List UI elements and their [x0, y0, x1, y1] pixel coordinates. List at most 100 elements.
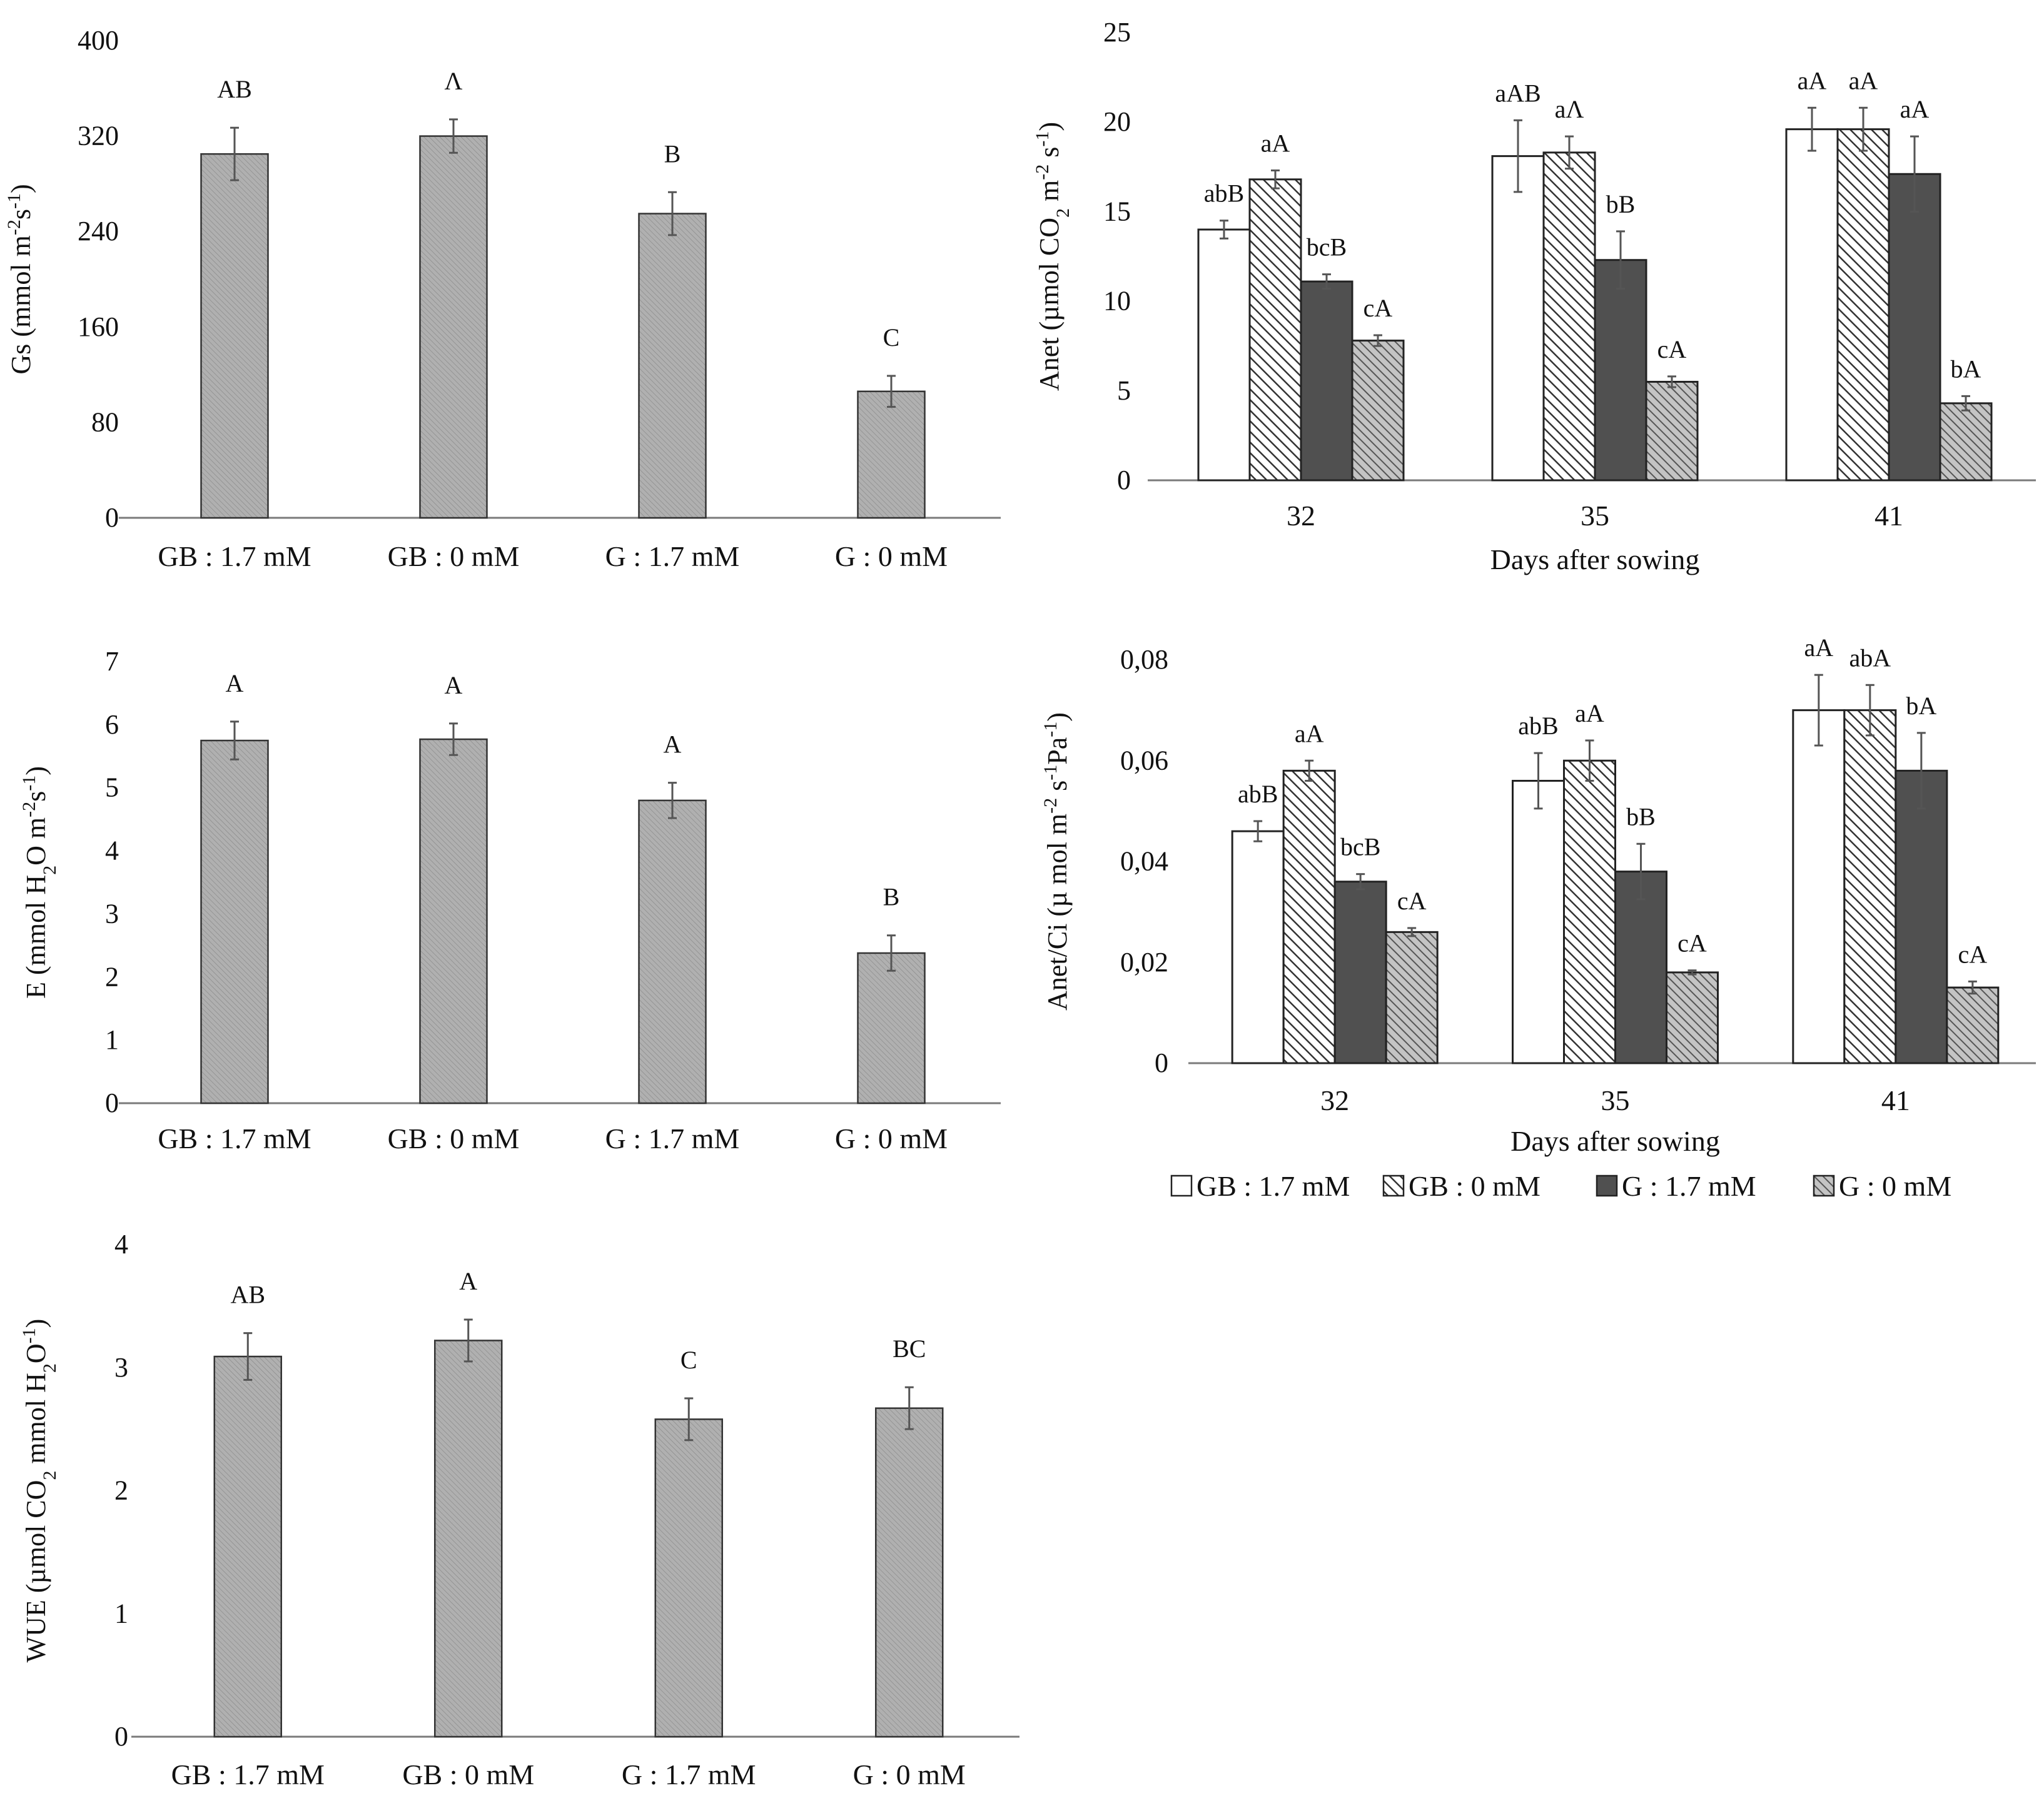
significance-letter: A — [226, 669, 244, 697]
bar — [1666, 971, 1719, 1064]
significance-letter: aA — [1798, 66, 1827, 94]
y-tick-label: 0,02 — [1120, 947, 1168, 977]
bar — [1843, 709, 1897, 1064]
category-label: G : 0 mM — [853, 1759, 966, 1790]
bar — [1888, 173, 1941, 482]
bar — [1939, 402, 1993, 482]
legend-label-gb-0: GB : 0 mM — [1409, 1170, 1541, 1202]
bar — [1197, 228, 1251, 482]
category-label: 41 — [1881, 1084, 1910, 1116]
y-tick-label: 0,08 — [1120, 644, 1168, 675]
bar — [1836, 128, 1890, 482]
y-tick-label: 4 — [105, 836, 119, 866]
significance-letter: bcB — [1307, 233, 1347, 261]
y-axis-label: Anet (µmol CO2 m-2 s-1) — [1032, 122, 1073, 391]
y-tick-label: 5 — [1117, 375, 1131, 406]
chart-anetci: 0 0,02 0,04 0,06 0,08 Anet/Ci (µ mol m-2 s-1P… — [1040, 634, 2036, 1157]
y-tick-label: 1 — [105, 1024, 119, 1055]
significance-letter: aAB — [1495, 79, 1541, 107]
y-tick-label: 0 — [114, 1721, 128, 1752]
category-label: GB : 0 mM — [388, 1123, 520, 1154]
y-tick-label: 0,04 — [1120, 846, 1168, 877]
category-label: GB : 0 mM — [402, 1759, 534, 1790]
y-axis-label: Gs (mmol m-2s-1) — [4, 184, 37, 374]
chart-gs: 0 80 160 240 320 400 Gs (mmol m-2s-1) AB GB : 1.… — [4, 25, 1001, 572]
significance-letter: aA — [1261, 129, 1290, 158]
bar — [200, 153, 269, 519]
bar — [1248, 178, 1302, 482]
legend-swatch-gb-1-7 — [1170, 1174, 1193, 1197]
y-tick-label: 3 — [114, 1352, 128, 1383]
chart-anet: 0 5 10 15 20 25 Anet (µmol CO2 m-2 s-1) abB aA bc… — [1032, 17, 2036, 575]
y-tick-label: 20 — [1103, 106, 1131, 137]
significance-letter: bA — [1951, 355, 1981, 383]
category-label: G : 0 mM — [835, 1123, 948, 1154]
bar — [638, 213, 707, 519]
category-label: G : 1.7 mM — [605, 540, 740, 572]
bar — [857, 390, 926, 519]
y-tick-label: 5 — [105, 772, 119, 803]
significance-letter: AB — [230, 1281, 265, 1309]
category-label: 41 — [1875, 500, 1903, 532]
y-tick-label: 0 — [105, 502, 119, 533]
significance-letter: aA — [1804, 634, 1834, 662]
significance-letter: AB — [217, 75, 252, 103]
significance-letter: bcB — [1340, 833, 1380, 861]
significance-letter: bB — [1606, 190, 1636, 218]
y-tick-label: 10 — [1103, 286, 1131, 316]
significance-letter: cA — [1958, 940, 1988, 968]
significance-letter: bB — [1626, 802, 1656, 831]
y-tick-label: 320 — [78, 121, 119, 151]
bar — [1491, 155, 1545, 482]
y-tick-label: 7 — [105, 646, 119, 677]
y-tick-label: 160 — [78, 311, 119, 342]
significance-letter: aA — [1295, 719, 1324, 747]
bar — [1792, 709, 1846, 1064]
bar — [1282, 769, 1336, 1064]
legend-label-g-1-7: G : 1.7 mM — [1622, 1170, 1756, 1202]
bar — [875, 1407, 944, 1738]
y-tick-label: 400 — [78, 25, 119, 56]
bar — [1231, 830, 1285, 1064]
legend-swatch-gb-0 — [1382, 1174, 1405, 1197]
significance-letter: B — [664, 139, 681, 168]
legend-label-gb-1-7: GB : 1.7 mM — [1197, 1170, 1350, 1202]
significance-letter: aA — [1900, 95, 1930, 123]
y-axis-label: WUE (µmol CO2 mmol H2O-1) — [19, 1319, 60, 1663]
bar — [1563, 759, 1616, 1064]
bar — [1512, 780, 1565, 1064]
legend-swatch-g-1-7 — [1596, 1174, 1618, 1197]
bar — [1594, 259, 1647, 482]
category-label: GB : 1.7 mM — [158, 540, 311, 572]
bar — [1946, 986, 2000, 1064]
y-tick-label: 15 — [1103, 196, 1131, 226]
y-tick-label: 2 — [114, 1475, 128, 1506]
significance-letter: abB — [1204, 179, 1244, 208]
category-label: 32 — [1320, 1084, 1349, 1116]
chart-e: 0 1 2 3 4 5 6 7 E (mmol H2O m-2s-1) A GB : 1.7 mM A… — [19, 646, 1001, 1154]
significance-letter: abB — [1518, 712, 1558, 740]
category-label: G : 1.7 mM — [622, 1759, 756, 1790]
legend-label-g-0: G : 0 mM — [1839, 1170, 1951, 1202]
bar — [654, 1418, 723, 1738]
category-label: 32 — [1287, 500, 1315, 532]
bar — [1542, 151, 1596, 482]
significance-letter: bA — [1906, 692, 1936, 720]
category-label: 35 — [1581, 500, 1609, 532]
significance-letter: cA — [1677, 929, 1707, 957]
significance-letter: BC — [893, 1335, 926, 1363]
y-tick-label: 1 — [114, 1598, 128, 1629]
y-axis-label: E (mmol H2O m-2s-1) — [19, 766, 60, 999]
category-label: GB : 1.7 mM — [158, 1123, 311, 1154]
y-tick-label: 2 — [105, 961, 119, 992]
bar — [1385, 931, 1439, 1064]
significance-letter: cA — [1397, 887, 1427, 915]
legend-swatch-g-0 — [1813, 1174, 1835, 1197]
category-label: G : 0 mM — [835, 540, 948, 572]
bar — [213, 1355, 282, 1738]
significance-letter: cA — [1657, 335, 1687, 363]
category-label: GB : 1.7 mM — [171, 1759, 325, 1790]
y-tick-label: 4 — [114, 1229, 128, 1260]
bar — [1351, 340, 1405, 482]
